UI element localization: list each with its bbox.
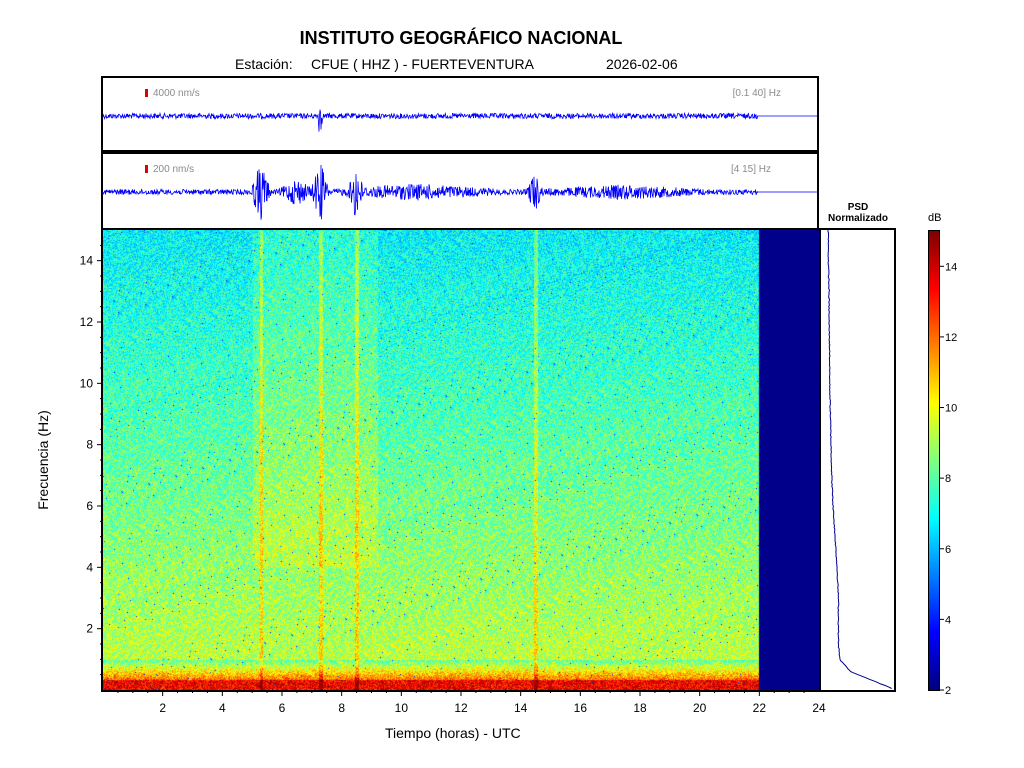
colorbar-tick-label: 2 [945, 685, 951, 697]
x-tick-label: 2 [159, 701, 166, 715]
y-tick-label: 8 [86, 438, 93, 452]
date-label: 2026-02-06 [606, 56, 678, 72]
trace-line-filtered [102, 164, 817, 220]
colorbar-tick-label: 6 [945, 544, 951, 556]
psd-title: PSD Normalizado [822, 202, 894, 224]
x-tick-label: 6 [279, 701, 286, 715]
band-label-filtered: [4 15] Hz [730, 164, 771, 175]
trace-panel-broadband: 4000 nm/s [0.1 40] Hz [101, 76, 819, 152]
y-tick-label: 4 [86, 560, 93, 574]
trace-scale-filtered-text: 200 nm/s [153, 164, 195, 175]
colorbar [928, 230, 940, 691]
trace-scale-filtered: 200 nm/s [145, 164, 194, 175]
y-tick-label: 2 [86, 622, 93, 636]
y-tick-label: 14 [80, 254, 94, 268]
x-tick-label: 20 [693, 701, 707, 715]
x-tick-label: 14 [514, 701, 528, 715]
y-tick-label: 10 [80, 376, 94, 390]
x-tick-label: 22 [753, 701, 767, 715]
scale-marker [145, 89, 148, 97]
colorbar-gradient [929, 231, 939, 690]
x-tick-label: 18 [633, 701, 647, 715]
x-tick-label: 12 [454, 701, 468, 715]
x-tick-label: 8 [338, 701, 345, 715]
seismogram-filtered [102, 164, 817, 220]
y-tick-label: 12 [80, 315, 94, 329]
psd-line [827, 230, 892, 689]
band-label-broadband: [0.1 40] Hz [732, 88, 781, 99]
psd-panel [819, 228, 896, 692]
trace-scale-broadband-text: 4000 nm/s [153, 88, 200, 99]
colorbar-tick-label: 12 [945, 332, 957, 344]
trace-panel-filtered: 200 nm/s [4 15] Hz [101, 152, 819, 230]
x-axis-label: Tiempo (horas) - UTC [385, 725, 521, 741]
psd-title-line1: PSD [847, 202, 869, 213]
seismogram-broadband [102, 109, 817, 132]
psd-title-line2: Normalizado [827, 213, 888, 224]
psd-curve [827, 230, 892, 689]
spectrogram-heatmap [103, 230, 819, 690]
trace-scale-broadband: 4000 nm/s [145, 88, 200, 99]
x-tick-label: 10 [395, 701, 409, 715]
station-name: CFUE ( HHZ ) - FUERTEVENTURA [311, 56, 534, 72]
station-label: Estación: [235, 56, 293, 72]
colorbar-tick-label: 8 [945, 473, 951, 485]
scale-marker [145, 165, 148, 173]
colorbar-tick-label: 4 [945, 614, 951, 626]
x-tick-label: 24 [812, 701, 826, 715]
trace-line-broadband [102, 109, 817, 132]
colorbar-tick-label: 14 [945, 261, 957, 273]
colorbar-tick-label: 10 [945, 403, 957, 415]
x-tick-label: 4 [219, 701, 226, 715]
page-title: INSTITUTO GEOGRÁFICO NACIONAL [299, 28, 623, 48]
colorbar-unit: dB [928, 212, 942, 224]
x-tick-label: 16 [574, 701, 588, 715]
y-tick-label: 6 [86, 499, 93, 513]
